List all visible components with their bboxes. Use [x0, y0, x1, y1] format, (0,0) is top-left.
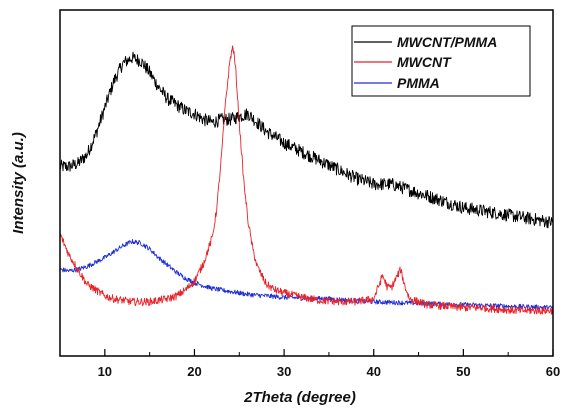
x-tick-label: 60: [546, 364, 560, 379]
plot-frame: [59, 9, 554, 357]
legend-label-mwcnt-pmma: MWCNT/PMMA: [397, 34, 497, 50]
legend-box: [351, 25, 531, 97]
x-tick-label: 40: [366, 364, 380, 379]
x-tick-label: 30: [277, 364, 291, 379]
legend-label-pmma: PMMA: [397, 75, 440, 91]
y-axis-label: Intensity (a.u.): [10, 132, 27, 234]
x-tick-label: 20: [187, 364, 201, 379]
series-line-mwcnt: [59, 45, 554, 315]
x-tick-label: 50: [456, 364, 470, 379]
legend: MWCNT/PMMA MWCNT PMMA: [351, 25, 531, 97]
series-line-mwcnt-pmma: [59, 51, 554, 229]
x-tick-label: 10: [98, 364, 112, 379]
legend-label-mwcnt: MWCNT: [397, 54, 452, 70]
series-layer: [59, 45, 554, 315]
x-axis-label: 2Theta (degree): [243, 389, 356, 406]
